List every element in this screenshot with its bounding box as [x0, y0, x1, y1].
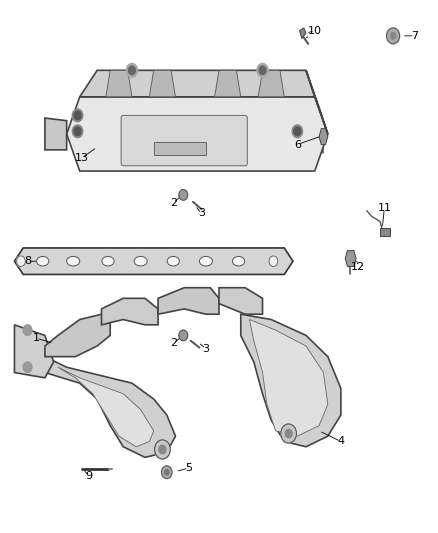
- Circle shape: [126, 63, 138, 77]
- Circle shape: [72, 109, 83, 122]
- Polygon shape: [258, 70, 284, 97]
- Circle shape: [387, 28, 399, 44]
- Polygon shape: [250, 319, 328, 436]
- Polygon shape: [215, 70, 241, 97]
- Ellipse shape: [134, 256, 147, 266]
- Ellipse shape: [233, 256, 245, 266]
- Text: 8: 8: [24, 256, 31, 266]
- Bar: [380, 228, 390, 236]
- Text: 7: 7: [411, 31, 418, 41]
- Polygon shape: [58, 367, 154, 447]
- Text: 3: 3: [198, 208, 205, 219]
- Text: 11: 11: [378, 203, 392, 213]
- Circle shape: [23, 362, 32, 373]
- Polygon shape: [45, 118, 67, 150]
- Circle shape: [179, 330, 187, 341]
- Polygon shape: [158, 288, 219, 314]
- Polygon shape: [102, 298, 158, 325]
- Polygon shape: [80, 70, 315, 97]
- Text: 3: 3: [202, 344, 209, 354]
- Circle shape: [179, 190, 187, 200]
- Text: 10: 10: [308, 26, 322, 36]
- Circle shape: [269, 256, 278, 266]
- Text: 1: 1: [33, 333, 40, 343]
- Circle shape: [74, 127, 81, 135]
- Polygon shape: [241, 314, 341, 447]
- Circle shape: [23, 325, 32, 335]
- Polygon shape: [106, 70, 132, 97]
- Polygon shape: [345, 251, 356, 266]
- Text: 5: 5: [185, 463, 192, 473]
- Circle shape: [74, 111, 81, 119]
- Text: 2: 2: [170, 338, 177, 349]
- Polygon shape: [14, 248, 293, 274]
- Ellipse shape: [199, 256, 212, 266]
- Polygon shape: [45, 357, 176, 457]
- Circle shape: [281, 424, 297, 443]
- Circle shape: [391, 33, 396, 39]
- Ellipse shape: [37, 256, 49, 266]
- Polygon shape: [300, 28, 306, 38]
- Circle shape: [162, 466, 172, 479]
- Circle shape: [155, 440, 170, 459]
- Ellipse shape: [102, 256, 114, 266]
- Ellipse shape: [167, 256, 180, 266]
- Text: 4: 4: [337, 437, 344, 447]
- Circle shape: [285, 429, 292, 438]
- Polygon shape: [149, 70, 176, 97]
- FancyBboxPatch shape: [121, 115, 247, 166]
- Circle shape: [294, 127, 301, 135]
- Text: 9: 9: [85, 471, 92, 481]
- Circle shape: [17, 256, 25, 266]
- Circle shape: [159, 445, 166, 454]
- Circle shape: [257, 63, 268, 77]
- Circle shape: [292, 125, 303, 138]
- Circle shape: [259, 66, 266, 75]
- Text: 2: 2: [170, 198, 177, 208]
- Bar: [154, 142, 206, 155]
- Ellipse shape: [67, 256, 80, 266]
- Circle shape: [72, 125, 83, 138]
- Polygon shape: [14, 325, 53, 378]
- Circle shape: [165, 470, 169, 475]
- Polygon shape: [45, 314, 110, 357]
- Text: 12: 12: [351, 262, 365, 271]
- Text: 13: 13: [75, 153, 89, 163]
- Polygon shape: [306, 70, 328, 134]
- Circle shape: [128, 66, 135, 75]
- Text: 6: 6: [294, 140, 301, 150]
- Polygon shape: [219, 288, 262, 314]
- Polygon shape: [319, 128, 328, 144]
- Polygon shape: [67, 97, 328, 171]
